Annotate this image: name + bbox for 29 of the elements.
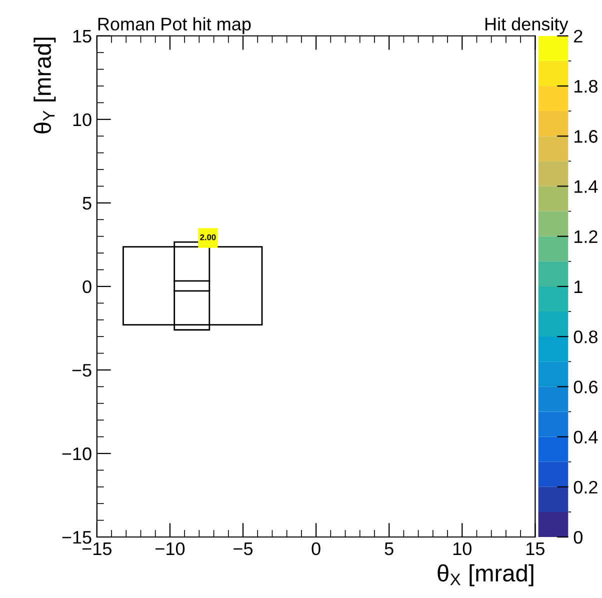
chart-title: Roman Pot hit map [98, 17, 251, 34]
x-tick-label: 10 [453, 542, 472, 556]
color-bar-label: 2 [574, 30, 582, 42]
color-bar-label: 1 [574, 280, 582, 293]
x-axis-title: θ$_{X}$ [mrad] [438, 564, 534, 586]
color-bar-label: 1.4 [574, 180, 598, 193]
color-bar-label: 0.2 [574, 480, 598, 494]
y-tick-label: −15 [62, 531, 92, 544]
x-tick-label: 15 [526, 542, 544, 556]
color-bar-title: Hit density [485, 17, 568, 34]
y-tick-label: 15 [73, 30, 92, 43]
x-tick-label: 5 [384, 542, 394, 556]
color-bar-label: 0 [574, 530, 582, 544]
x-tick-label: −10 [156, 542, 185, 556]
color-bar-label: 0.8 [574, 330, 598, 344]
annotation: 2.00 [200, 234, 216, 240]
y-tick-label: −5 [72, 364, 92, 377]
y-axis-title: θ$_{Y}$ [mrad] [34, 38, 56, 134]
x-tick-label: −5 [234, 542, 253, 556]
color-bar-label: 1.8 [574, 80, 598, 93]
y-tick-label: 5 [82, 197, 92, 210]
color-bar-label: 1.6 [574, 130, 598, 143]
y-tick-label: 10 [73, 113, 92, 126]
color-bar-label: 1.2 [574, 230, 598, 243]
y-tick-label: 0 [82, 280, 92, 294]
color-bar-label: 0.6 [574, 380, 598, 394]
color-bar-label: 0.4 [574, 430, 598, 444]
y-tick-label: −10 [62, 447, 92, 460]
x-tick-label: 0 [312, 542, 320, 556]
